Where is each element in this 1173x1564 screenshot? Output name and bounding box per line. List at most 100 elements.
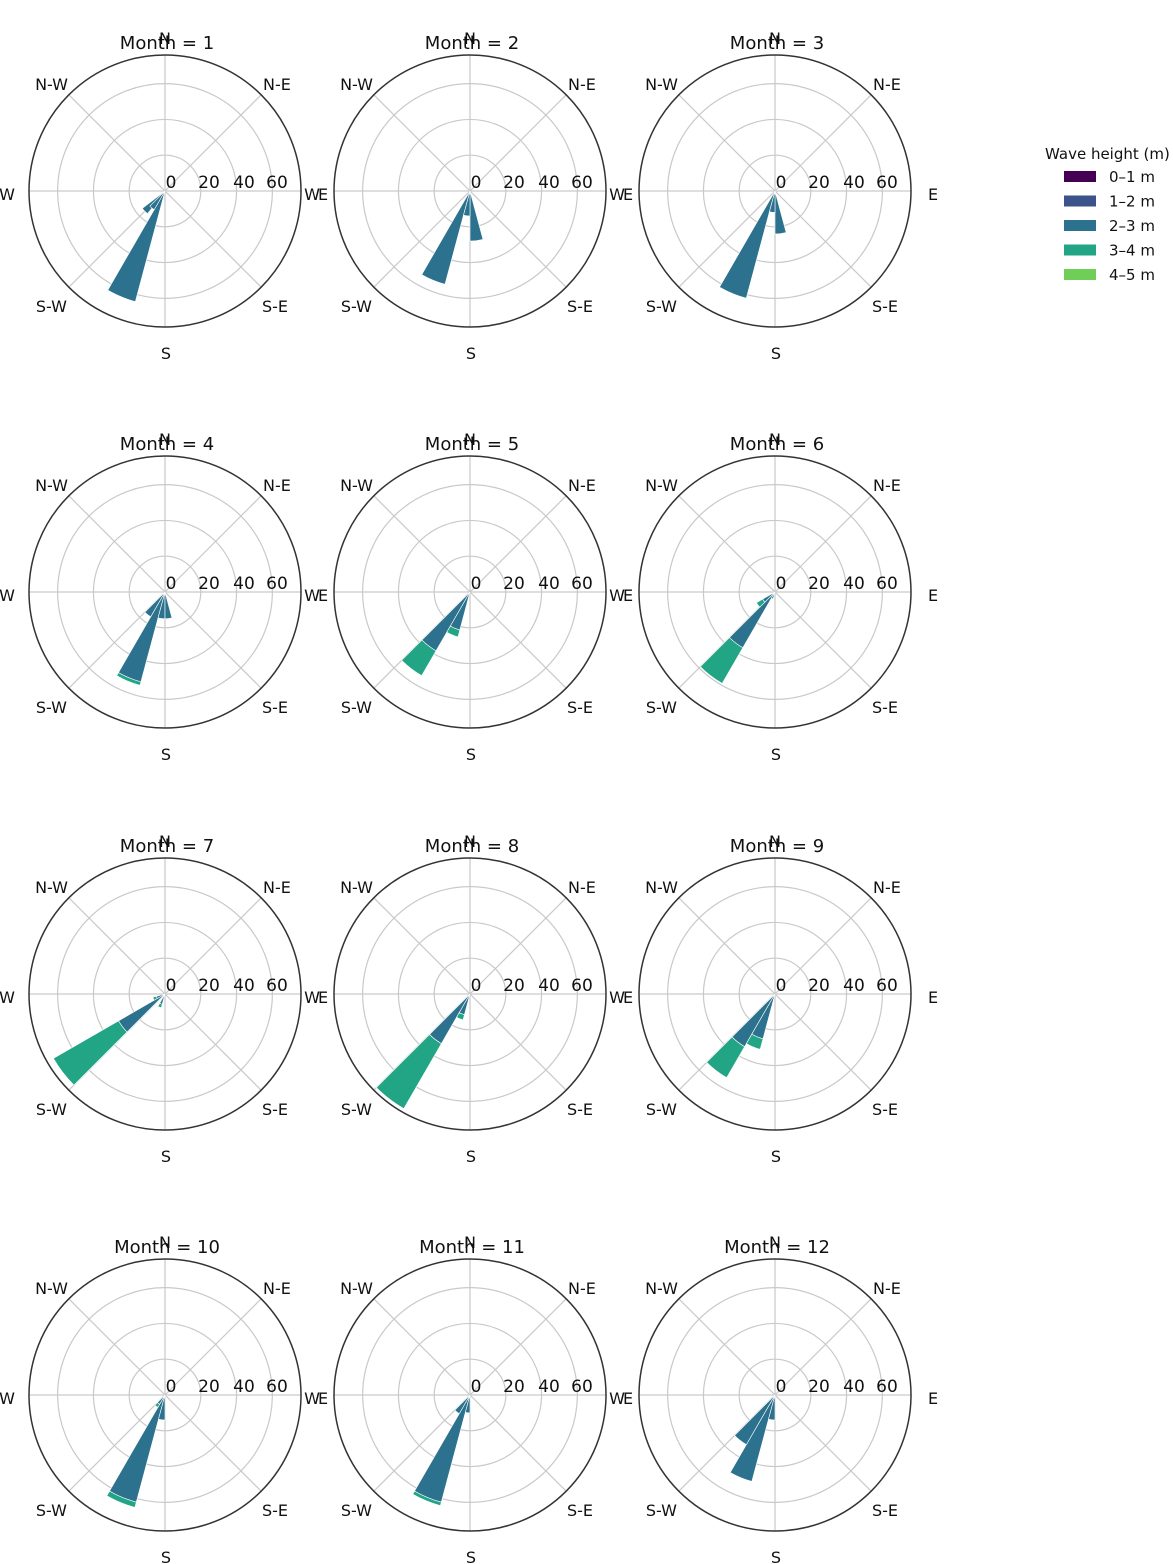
rose-bar-segment xyxy=(421,190,471,285)
legend-entry-label: 2–3 m xyxy=(1109,217,1155,235)
direction-label-nw: N-W xyxy=(35,75,68,94)
direction-label-s: S xyxy=(161,344,171,363)
radial-tick-label: 60 xyxy=(571,173,593,193)
grid-spoke xyxy=(164,1298,262,1396)
legend-title: Wave height (m) xyxy=(1045,145,1170,163)
rose-panel-7: Month = 7 0 20 40 60 N N-E E S-E S S-W W N-W xyxy=(0,832,328,1166)
radial-tick-label: 20 xyxy=(198,976,220,996)
rose-bar-segment xyxy=(745,1033,764,1050)
rose-bar-segment xyxy=(734,1394,776,1445)
direction-label-s: S xyxy=(466,1147,476,1166)
rose-bar-segment xyxy=(375,1034,442,1110)
rose-bar-segment xyxy=(699,637,744,684)
grid-spoke xyxy=(68,897,166,995)
direction-label-ne: N-E xyxy=(263,476,291,495)
legend-swatch xyxy=(1064,195,1096,207)
panel-title: Month = 2 xyxy=(425,33,519,54)
direction-label-e: E xyxy=(623,988,633,1007)
rose-bar-segment xyxy=(729,1394,776,1482)
rose-panel-1: Month = 1 0 20 40 60 N N-E E S-E S S-W W N-W xyxy=(0,29,328,363)
rose-panel-4: Month = 4 0 20 40 60 N N-E E S-E S S-W W N-W xyxy=(0,430,328,764)
direction-label-s: S xyxy=(161,1548,171,1564)
direction-label-n: N xyxy=(464,430,476,449)
grid-spoke xyxy=(373,897,471,995)
direction-label-nw: N-W xyxy=(35,878,68,897)
radial-tick-label: 20 xyxy=(198,1377,220,1397)
direction-label-nw: N-W xyxy=(35,476,68,495)
direction-label-ne: N-E xyxy=(873,1279,901,1298)
radial-tick-label: 0 xyxy=(471,173,482,193)
direction-label-se: S-E xyxy=(872,698,898,717)
radial-tick-label: 20 xyxy=(808,173,830,193)
direction-label-s: S xyxy=(466,745,476,764)
direction-label-sw: S-W xyxy=(36,1501,67,1520)
grid-spoke xyxy=(774,897,872,995)
grid-spoke xyxy=(469,94,567,192)
grid-spoke xyxy=(469,591,567,689)
rose-bar-segment xyxy=(116,672,142,686)
rose-panel-5: Month = 5 0 20 40 60 N N-E E S-E S S-W W N-W xyxy=(304,430,633,764)
panel-title: Month = 9 xyxy=(730,836,824,857)
outer-ring xyxy=(333,455,607,729)
direction-label-sw: S-W xyxy=(36,1100,67,1119)
radial-tick-label: 20 xyxy=(503,574,525,594)
direction-label-w: W xyxy=(0,988,15,1007)
outer-ring xyxy=(333,1258,607,1532)
direction-label-s: S xyxy=(466,1548,476,1564)
direction-label-n: N xyxy=(159,1233,171,1252)
rose-bar-segment xyxy=(164,591,173,620)
direction-label-ne: N-E xyxy=(263,1279,291,1298)
direction-label-sw: S-W xyxy=(36,297,67,316)
radial-tick-label: 20 xyxy=(503,1377,525,1397)
legend-entry-label: 0–1 m xyxy=(1109,168,1155,186)
radial-tick-label: 0 xyxy=(471,976,482,996)
direction-label-se: S-E xyxy=(262,698,288,717)
grid-spoke xyxy=(68,495,166,593)
direction-label-se: S-E xyxy=(872,1501,898,1520)
direction-label-w: W xyxy=(304,586,320,605)
direction-label-se: S-E xyxy=(262,297,288,316)
direction-label-ne: N-E xyxy=(568,75,596,94)
direction-label-ne: N-E xyxy=(263,75,291,94)
direction-label-ne: N-E xyxy=(568,1279,596,1298)
direction-label-w: W xyxy=(0,185,15,204)
outer-ring xyxy=(28,455,302,729)
direction-label-s: S xyxy=(771,344,781,363)
rose-bar-segment xyxy=(706,1036,745,1079)
rose-panel-9: Month = 9 0 20 40 60 N N-E E S-E S S-W W N-W xyxy=(609,832,938,1166)
radial-tick-label: 0 xyxy=(471,574,482,594)
grid-spoke xyxy=(774,94,872,192)
direction-label-e: E xyxy=(623,185,633,204)
direction-label-sw: S-W xyxy=(646,1100,677,1119)
radial-tick-label: 60 xyxy=(266,976,288,996)
grid-spoke xyxy=(678,897,776,995)
panel-title: Month = 1 xyxy=(120,33,214,54)
direction-label-nw: N-W xyxy=(645,878,678,897)
grid-spoke xyxy=(678,1298,776,1396)
panel-title: Month = 10 xyxy=(114,1237,220,1258)
direction-label-se: S-E xyxy=(872,297,898,316)
radial-tick-label: 0 xyxy=(166,173,177,193)
grid-spoke xyxy=(164,897,262,995)
panel-title: Month = 6 xyxy=(730,434,824,455)
outer-ring xyxy=(28,1258,302,1532)
radial-tick-label: 0 xyxy=(776,976,787,996)
direction-label-e: E xyxy=(318,185,328,204)
radial-tick-label: 40 xyxy=(233,1377,255,1397)
rose-bar-segment xyxy=(768,1394,776,1421)
direction-label-s: S xyxy=(161,745,171,764)
rose-bar-segment xyxy=(446,625,461,638)
radial-tick-label: 60 xyxy=(266,574,288,594)
outer-ring xyxy=(28,857,302,1131)
radial-tick-label: 40 xyxy=(538,173,560,193)
direction-label-nw: N-W xyxy=(340,75,373,94)
direction-label-e: E xyxy=(928,185,938,204)
rose-bar-segment xyxy=(107,190,166,302)
direction-label-nw: N-W xyxy=(645,1279,678,1298)
direction-label-ne: N-E xyxy=(873,878,901,897)
direction-label-e: E xyxy=(318,586,328,605)
radial-tick-label: 0 xyxy=(471,1377,482,1397)
direction-label-se: S-E xyxy=(567,698,593,717)
rose-bar-segment xyxy=(729,591,776,649)
direction-label-ne: N-E xyxy=(263,878,291,897)
